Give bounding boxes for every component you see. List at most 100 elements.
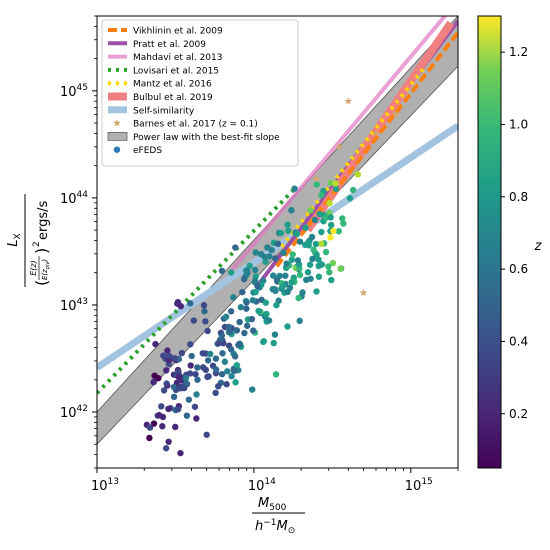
efeds-point (174, 406, 182, 413)
efeds-point (313, 251, 320, 258)
efeds-point (219, 350, 226, 357)
efeds-point (261, 253, 268, 261)
efeds-point (222, 313, 230, 321)
efeds-point (325, 263, 332, 270)
efeds-point (293, 230, 301, 238)
efeds-point (326, 269, 333, 276)
efeds-point (203, 431, 210, 438)
efeds-point (177, 449, 184, 457)
efeds-point (284, 221, 291, 228)
efeds-point (291, 185, 298, 192)
legend-label: Self-similarity (133, 106, 195, 116)
efeds-point (200, 302, 208, 309)
efeds-point (317, 240, 325, 248)
efeds-point (246, 262, 253, 270)
efeds-point (312, 240, 320, 248)
efeds-point (240, 275, 248, 283)
efeds-point (159, 423, 166, 430)
efeds-point (166, 352, 173, 360)
efeds-point (146, 424, 154, 431)
efeds-point (204, 373, 211, 381)
efeds-point (178, 383, 185, 390)
legend-label: Barnes et al. 2017 (z = 0.1) (133, 120, 258, 130)
legend-label: Pratt et al. 2009 (133, 40, 206, 50)
efeds-point (288, 279, 295, 286)
efeds-point (296, 271, 304, 279)
efeds-point (218, 370, 226, 378)
x-tick-label: 1014 (248, 477, 276, 494)
efeds-point (318, 228, 325, 236)
efeds-point (174, 298, 182, 306)
efeds-point (236, 318, 243, 326)
colorbar-tick-label: 0.6 (509, 262, 528, 276)
legend-label: Mantz et al. 2016 (133, 80, 212, 90)
efeds-point (164, 347, 171, 354)
efeds-point (227, 346, 235, 353)
efeds-point (252, 288, 259, 296)
x-tick-label: 1013 (91, 477, 119, 494)
efeds-point (187, 300, 194, 307)
efeds-point (309, 255, 316, 263)
efeds-point (230, 294, 237, 301)
y-tick-label: 1044 (60, 190, 88, 207)
efeds-point (248, 315, 256, 323)
legend-label: Mahdavi et al. 2013 (133, 53, 222, 63)
efeds-point (249, 297, 256, 304)
efeds-point (178, 349, 186, 357)
efeds-point (255, 307, 262, 315)
efeds-point (201, 308, 208, 315)
legend-label: Lovisari et al. 2015 (133, 66, 219, 76)
efeds-point (194, 376, 201, 383)
legend-label: Vikhlinin et al. 2009 (133, 27, 223, 37)
efeds-point (202, 366, 210, 374)
efeds-point (283, 260, 290, 267)
barnes-star (344, 97, 353, 105)
x-tick-label: 1015 (405, 477, 433, 494)
efeds-point (212, 355, 220, 362)
efeds-point (226, 328, 234, 336)
y-axis-label: LX ( E(z) E(zpiv) ) 2 ergs/s (6, 194, 51, 287)
barnes-star (391, 110, 400, 118)
efeds-point (265, 317, 273, 324)
efeds-point (170, 393, 178, 401)
efeds-point (182, 375, 190, 382)
efeds-point (160, 352, 167, 359)
efeds-point (142, 469, 148, 475)
efeds-point (318, 261, 326, 268)
efeds-point (289, 251, 296, 258)
x-label-den: h−1M⊙ (255, 518, 295, 536)
efeds-point (315, 256, 322, 263)
efeds-point (327, 221, 335, 229)
efeds-point (328, 276, 335, 284)
efeds-point (313, 288, 320, 295)
efeds-point (207, 350, 214, 358)
efeds-point (232, 379, 239, 386)
efeds-point (327, 214, 334, 221)
efeds-point (296, 317, 303, 325)
efeds-point (251, 277, 259, 285)
efeds-point (330, 227, 337, 235)
efeds-point (315, 273, 323, 280)
barnes-star (359, 288, 368, 296)
efeds-point (316, 210, 323, 218)
colorbar-ticks: 0.2 0.4 0.6 0.8 1.0 1.2 (501, 45, 528, 421)
efeds-point (349, 186, 357, 194)
y-tick-label: 1043 (60, 297, 88, 314)
efeds-point (150, 378, 157, 386)
legend: Vikhlinin et al. 2009 Pratt et al. 2009 Ma… (101, 19, 299, 167)
efeds-point (193, 415, 200, 422)
efeds-point (152, 340, 159, 348)
legend-label: Bulbul et al. 2019 (133, 93, 213, 103)
efeds-point (146, 434, 153, 442)
efeds-point (188, 352, 195, 360)
efeds-point (218, 267, 226, 275)
efeds-point (171, 355, 179, 362)
efeds-point (340, 220, 347, 227)
efeds-point (233, 327, 241, 334)
colorbar-tick-label: 0.8 (509, 190, 528, 204)
efeds-point (193, 391, 200, 398)
efeds-point (182, 380, 190, 387)
efeds-point (163, 367, 170, 374)
legend-items: Vikhlinin et al. 2009 Pratt et al. 2009 Ma… (107, 27, 280, 156)
efeds-point (285, 227, 292, 234)
